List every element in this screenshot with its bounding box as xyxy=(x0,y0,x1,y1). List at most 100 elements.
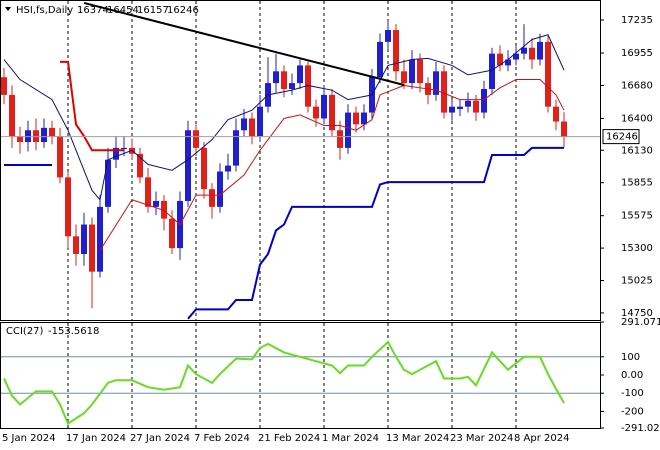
candle-body xyxy=(489,53,495,89)
candle-body xyxy=(153,200,159,207)
candle-body xyxy=(385,30,391,42)
candle-body xyxy=(289,83,295,89)
candle-body xyxy=(81,224,87,254)
candle-body xyxy=(161,200,167,219)
x-tick-label: 23 Mar 2024 xyxy=(450,433,513,444)
ohlc-close: 16246 xyxy=(167,5,199,16)
candle-body xyxy=(545,41,551,107)
candle-body xyxy=(113,147,119,160)
candle-body xyxy=(297,65,303,84)
candle-body xyxy=(457,106,463,110)
candle-body xyxy=(209,189,215,207)
candle-body xyxy=(57,136,63,178)
y-tick-label: -100 xyxy=(621,388,644,399)
y-tick-label: 15300 xyxy=(621,243,653,254)
candle-body xyxy=(561,121,567,137)
candle-body xyxy=(65,177,71,237)
candle-body xyxy=(529,47,535,60)
candle-body xyxy=(329,94,335,131)
y-tick-label: 15025 xyxy=(621,276,653,287)
x-tick-label: 1 Mar 2024 xyxy=(322,433,379,444)
y-tick-label: 16680 xyxy=(621,80,653,91)
candle-body xyxy=(137,153,143,178)
candle-body xyxy=(281,71,287,89)
x-tick-label: 5 Jan 2024 xyxy=(2,433,56,444)
ohlc-open: 16374 xyxy=(77,5,109,16)
y-tick-label: 15575 xyxy=(621,211,653,222)
indicator-line xyxy=(4,146,564,320)
main-panel xyxy=(0,0,601,321)
x-tick-label: 13 Mar 2024 xyxy=(386,433,449,444)
y-tick-label: 291.0718 xyxy=(621,317,660,328)
cci-panel xyxy=(0,322,601,429)
chart-title: HSI,fs,Daily xyxy=(16,5,73,16)
candle-body xyxy=(449,106,455,113)
candle-body xyxy=(401,71,407,84)
candle-body xyxy=(481,88,487,113)
y-tick-label: 14750 xyxy=(621,308,653,319)
cci-value: -153.5618 xyxy=(48,326,99,337)
candle-body xyxy=(193,130,199,148)
candle-body xyxy=(169,218,175,249)
panel-arrow xyxy=(5,7,11,11)
x-tick-label: 27 Jan 2024 xyxy=(130,433,190,444)
candle-body xyxy=(17,136,23,143)
candle-body xyxy=(521,47,527,54)
candle-body xyxy=(217,171,223,207)
indicator-line xyxy=(83,1,405,86)
indicator-line xyxy=(60,60,124,152)
candle-body xyxy=(241,118,247,131)
ohlc-high: 16454 xyxy=(107,5,139,16)
candle-body xyxy=(417,59,423,84)
indicator-line xyxy=(99,79,565,251)
x-tick-label: 7 Feb 2024 xyxy=(194,433,250,444)
candle-body xyxy=(393,30,399,72)
candle-body xyxy=(377,41,383,78)
candle-body xyxy=(249,118,255,137)
x-tick-label: 8 Apr 2024 xyxy=(514,433,569,444)
x-tick-label: 17 Jan 2024 xyxy=(66,433,126,444)
candle-body xyxy=(9,94,15,137)
ohlc-low: 16157 xyxy=(137,5,169,16)
x-tick-label: 21 Feb 2024 xyxy=(258,433,320,444)
candle-body xyxy=(513,53,519,60)
candle-body xyxy=(97,206,103,272)
candle-body xyxy=(473,100,479,113)
cci-title: CCI(27) xyxy=(6,326,44,337)
candle-body xyxy=(41,127,47,143)
cci-line xyxy=(3,340,565,426)
candle-body xyxy=(361,112,367,125)
candle-body xyxy=(305,65,311,107)
candle-body xyxy=(441,71,447,113)
candle-body xyxy=(273,71,279,84)
candle-body xyxy=(225,165,231,172)
candle-body xyxy=(313,106,319,119)
candle-body xyxy=(233,130,239,166)
candle-body xyxy=(553,106,559,122)
current-price-box xyxy=(602,129,640,145)
y-tick-label: 0.00 xyxy=(621,370,643,381)
candle-body xyxy=(537,41,543,60)
y-tick-label: 16400 xyxy=(621,113,653,124)
y-tick-label: -200 xyxy=(621,406,644,417)
y-tick-label: 16955 xyxy=(621,48,653,59)
candle-body xyxy=(409,59,415,84)
candle-body xyxy=(465,100,471,107)
candle-body xyxy=(201,147,207,190)
candle-body xyxy=(121,147,127,150)
y-tick-label: 17235 xyxy=(621,15,653,26)
candle-body xyxy=(73,236,79,254)
candle-body xyxy=(433,71,439,95)
indicator-line xyxy=(3,34,565,201)
candle-body xyxy=(89,224,95,272)
candle-body xyxy=(49,127,55,137)
candle-body xyxy=(337,130,343,148)
y-tick-label: -291.0273 xyxy=(621,423,660,434)
y-tick-label: 15855 xyxy=(621,178,653,189)
candle-body xyxy=(185,130,191,201)
candle-body xyxy=(145,177,151,207)
candle-body xyxy=(497,53,503,66)
candle-body xyxy=(505,59,511,66)
candle-body xyxy=(345,112,351,148)
